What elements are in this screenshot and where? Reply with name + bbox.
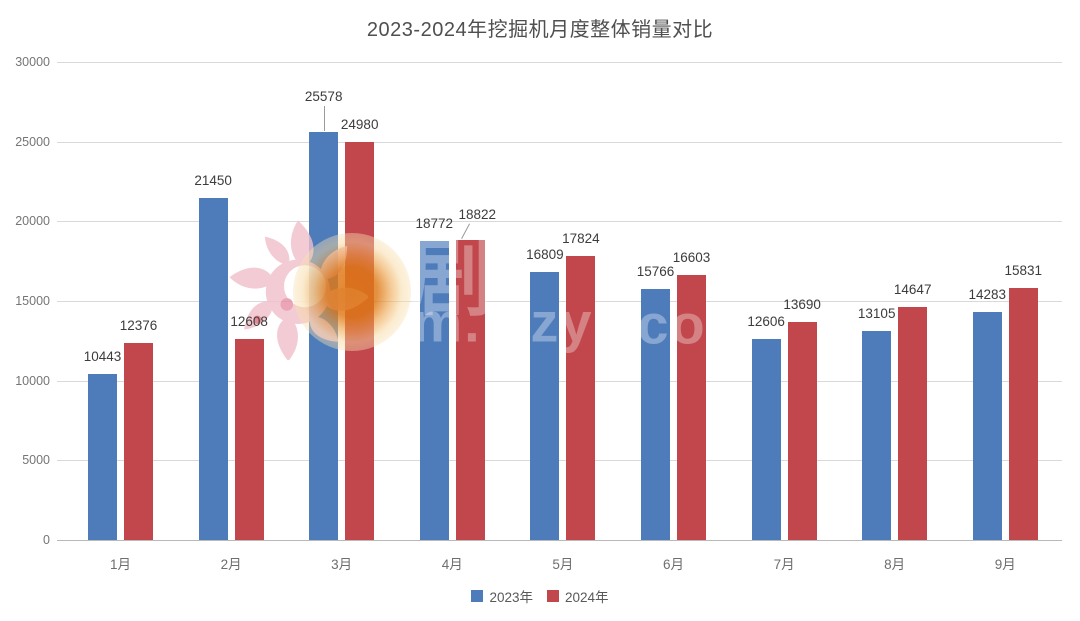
data-label-2023年: 12606 — [747, 314, 785, 330]
bar-2023年 — [972, 312, 1002, 540]
x-axis-tick-label: 2月 — [220, 557, 242, 572]
legend-item-2024年: 2024年 — [547, 586, 609, 606]
gridline — [57, 62, 1062, 63]
x-axis-tick-label: 9月 — [994, 557, 1016, 572]
legend-label: 2023年 — [489, 590, 533, 605]
bar-2023年 — [198, 198, 228, 540]
data-label-2023年: 15766 — [636, 263, 675, 279]
data-label-2023年: 10443 — [83, 348, 122, 364]
bar-2023年 — [641, 288, 670, 540]
data-label-2023年: 25578 — [304, 89, 343, 105]
gridline — [57, 221, 1062, 223]
y-axis-tick-label: 20000 — [15, 214, 50, 229]
data-label-2024年: 13690 — [783, 296, 821, 312]
y-axis-tick-label: 5000 — [22, 453, 50, 468]
gridline — [57, 141, 1062, 143]
data-label-2024年: 12376 — [119, 317, 158, 333]
data-label-2024年: 18822 — [458, 207, 497, 223]
bar-2024年 — [898, 306, 928, 540]
watermark-text-fragment: 剧 — [408, 231, 496, 326]
bar-2024年 — [455, 240, 485, 540]
legend-item-2023年: 2023年 — [471, 586, 533, 606]
bar-2024年 — [677, 275, 706, 540]
watermark-text-fragment: m. — [412, 290, 482, 354]
bar-2024年 — [1008, 287, 1038, 540]
data-label-2023年: 16809 — [526, 247, 564, 263]
bar-2024年 — [787, 321, 817, 540]
x-axis-tick-label: 8月 — [884, 557, 906, 572]
watermark-text-fragment: co — [637, 292, 707, 356]
data-label-2023年: 13105 — [857, 306, 896, 322]
y-axis-tick-label: 30000 — [15, 55, 50, 69]
y-axis-tick-label: 0 — [43, 533, 50, 547]
data-label-2024年: 14647 — [893, 281, 932, 297]
data-label-2024年: 16603 — [672, 250, 711, 266]
orange-circle-watermark — [293, 233, 411, 351]
gridline — [57, 540, 1062, 541]
label-leader-line — [323, 106, 325, 132]
bar-2024年 — [124, 342, 153, 540]
legend: 2023年 2024年 — [0, 586, 1080, 606]
x-axis-tick-label: 4月 — [441, 557, 463, 572]
watermark-text-fragment: zy — [530, 290, 594, 354]
y-axis-tick-label: 25000 — [15, 134, 50, 149]
legend-swatch-2023年 — [471, 590, 484, 602]
bar-2023年 — [88, 373, 117, 540]
data-label-2024年: 12608 — [230, 314, 268, 330]
data-label-2024年: 15831 — [1004, 262, 1043, 278]
gridline — [57, 301, 1062, 302]
legend-label: 2024年 — [565, 590, 609, 605]
data-label-2023年: 18772 — [415, 215, 454, 231]
data-label-2023年: 14283 — [968, 287, 1007, 303]
data-label-2024年: 24980 — [340, 116, 379, 132]
bar-2024年 — [234, 339, 264, 540]
x-axis-tick-label: 1月 — [109, 557, 131, 572]
data-label-2023年: 21450 — [194, 173, 232, 189]
bar-2023年 — [862, 331, 892, 540]
bar-2024年 — [566, 256, 596, 540]
x-axis-tick-label: 5月 — [552, 557, 574, 572]
x-axis-tick-label: 7月 — [773, 557, 795, 572]
legend-swatch-2024年 — [547, 590, 559, 602]
bar-2023年 — [751, 339, 781, 540]
bar-2023年 — [530, 272, 560, 540]
x-axis-tick-label: 3月 — [331, 557, 353, 572]
bar-2023年 — [419, 240, 449, 540]
y-axis-tick-label: 10000 — [15, 373, 50, 388]
data-label-2024年: 17824 — [562, 231, 600, 246]
gridline — [57, 460, 1062, 462]
y-axis-tick-label: 15000 — [15, 294, 50, 308]
chart-title: 2023-2024年挖掘机月度整体销量对比 — [366, 19, 714, 41]
x-axis-tick-label: 6月 — [662, 557, 684, 572]
gridline — [57, 380, 1062, 382]
